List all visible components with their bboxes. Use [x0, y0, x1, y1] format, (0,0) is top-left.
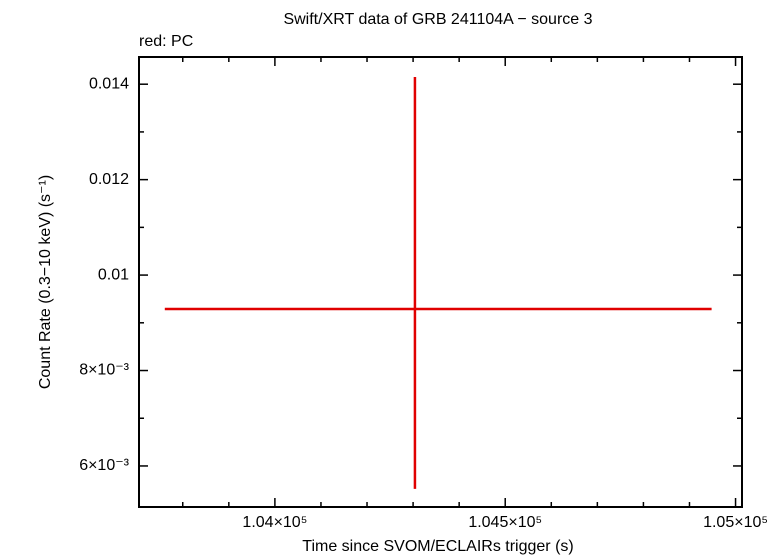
x-tick-label: 1.045×10⁵ — [468, 514, 542, 531]
y-axis-label: Count Rate (0.3−10 keV) (s⁻¹) — [37, 175, 54, 389]
y-tick-label: 8×10⁻³ — [79, 362, 129, 379]
chart-title: Swift/XRT data of GRB 241104A − source 3 — [283, 11, 592, 28]
x-axis-label: Time since SVOM/ECLAIRs trigger (s) — [302, 538, 573, 555]
x-tick-label: 1.04×10⁵ — [242, 514, 307, 531]
x-tick-label: 1.05×10⁵ — [703, 514, 768, 531]
y-tick-label: 0.01 — [98, 266, 129, 283]
y-tick-label: 0.012 — [89, 171, 129, 188]
legend-text: red: PC — [139, 33, 193, 50]
y-tick-label: 0.014 — [89, 75, 129, 92]
plot-frame — [138, 56, 743, 508]
y-tick-label: 6×10⁻³ — [79, 457, 129, 474]
